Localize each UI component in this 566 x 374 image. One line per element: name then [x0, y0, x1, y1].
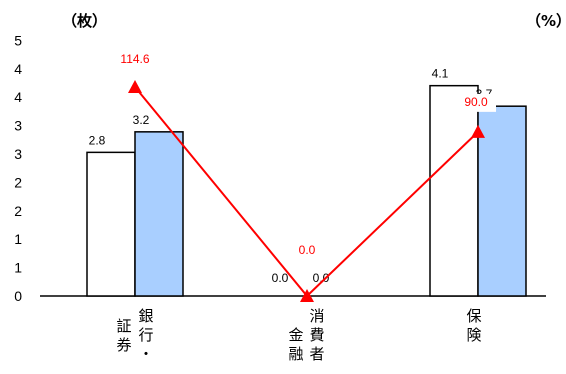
bar — [429, 84, 479, 297]
y-tick-label: 0 — [14, 288, 22, 304]
y-tick-label: 4 — [14, 89, 22, 105]
category-label-char: ・ — [138, 345, 153, 363]
bar — [477, 105, 527, 297]
line-label-bg — [456, 93, 496, 112]
category-label-char: 険 — [466, 326, 481, 344]
line-series — [134, 86, 479, 298]
line-marker — [300, 289, 314, 302]
line-value-label: 0.0 — [299, 243, 316, 257]
y-tick-label: 4 — [14, 61, 22, 77]
left-axis-unit: （枚） — [62, 12, 107, 30]
bar-value-label: 0.0 — [313, 271, 330, 285]
category-label-char: 融 — [288, 345, 303, 363]
bars-layer — [86, 84, 527, 297]
category-label-char: 費 — [309, 326, 324, 344]
category-label-char: 銀 — [138, 307, 153, 325]
y-tick-label: 3 — [14, 118, 22, 134]
line-marker — [471, 124, 485, 138]
bar — [134, 131, 184, 297]
category-label-char: 行 — [138, 326, 153, 344]
category-label-char: 保 — [466, 307, 481, 325]
bar-labels-layer: 2.80.04.13.20.03.7 — [89, 67, 493, 285]
line-marker — [128, 80, 142, 93]
y-tick-label: 2 — [14, 174, 22, 190]
bar-value-label: 4.1 — [432, 67, 449, 81]
category-label-char: 券 — [116, 336, 131, 354]
bar — [86, 151, 136, 297]
category-label-char: 金 — [288, 326, 303, 344]
y-tick-label: 5 — [14, 32, 22, 48]
y-axis-ticks: 0 1 1 2 2 3 3 4 4 5 — [14, 32, 22, 304]
right-axis-unit: （%） — [526, 12, 566, 30]
category-label-char: 証 — [116, 317, 131, 335]
line-layer: 114.6 0.0 90.0 — [120, 52, 496, 302]
line-value-label: 90.0 — [464, 95, 488, 109]
bar-value-label: 2.8 — [89, 133, 106, 147]
category-label-char: 消 — [309, 307, 324, 325]
bar-value-label: 3.2 — [133, 113, 150, 127]
bar-value-label: 0.0 — [272, 271, 289, 285]
y-tick-label: 3 — [14, 146, 22, 162]
line-value-label: 114.6 — [120, 52, 149, 66]
y-tick-label: 2 — [14, 203, 22, 219]
category-label-char: 者 — [309, 345, 324, 363]
y-tick-label: 1 — [14, 231, 22, 247]
y-tick-label: 1 — [14, 260, 22, 276]
